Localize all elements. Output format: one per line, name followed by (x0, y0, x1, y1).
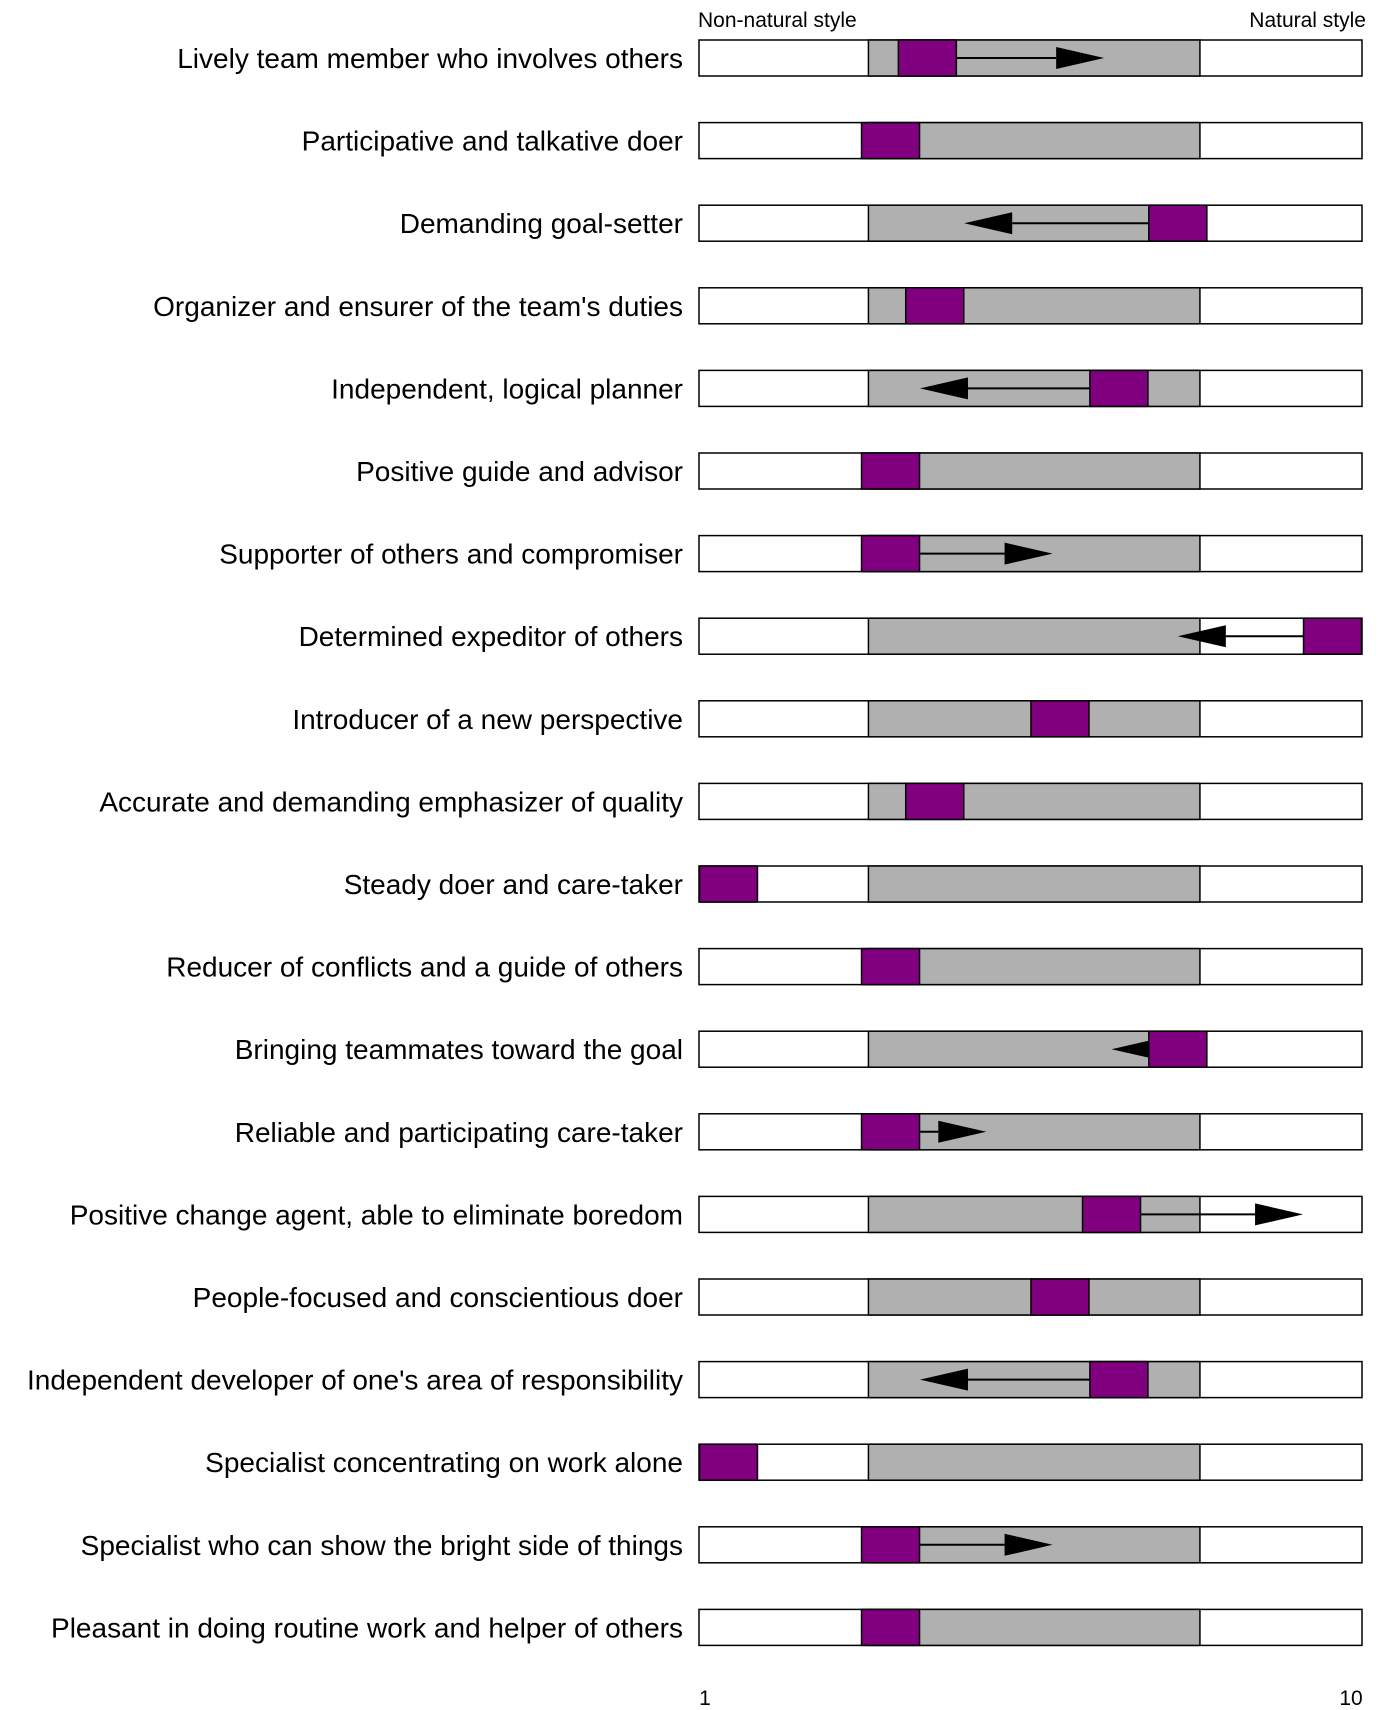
position-marker (860, 1113, 921, 1151)
shift-arrow-head (920, 1368, 968, 1391)
chart-row: Determined expeditor of others (299, 617, 1363, 655)
row-label: Specialist concentrating on work alone (205, 1447, 683, 1478)
position-marker (1089, 369, 1149, 408)
range-bar (867, 947, 1201, 986)
position-marker (698, 1443, 759, 1481)
row-label: People-focused and conscientious doer (193, 1282, 683, 1313)
position-marker (1148, 1030, 1208, 1068)
chart-row: Accurate and demanding emphasizer of qua… (99, 782, 1363, 821)
row-label: Supporter of others and compromiser (219, 539, 683, 570)
row-label: Positive change agent, able to eliminate… (70, 1199, 683, 1230)
position-marker (1030, 700, 1090, 738)
row-label: Independent, logical planner (331, 373, 683, 404)
row-label: Pleasant in doing routine work and helpe… (51, 1612, 683, 1643)
row-label: Reducer of conflicts and a guide of othe… (166, 952, 683, 983)
position-marker (860, 1526, 921, 1564)
position-marker (1148, 204, 1208, 242)
range-bar (867, 865, 1201, 903)
row-label: Determined expeditor of others (299, 621, 683, 652)
row-label: Participative and talkative doer (302, 126, 683, 157)
chart-row: Positive guide and advisor (356, 452, 1363, 490)
row-label: Lively team member who involves others (177, 43, 683, 74)
chart-row: Positive change agent, able to eliminate… (70, 1195, 1363, 1234)
chart-row: Organizer and ensurer of the team's duti… (153, 287, 1363, 325)
shift-arrow-head (964, 212, 1013, 235)
row-label: Reliable and participating care-taker (235, 1117, 683, 1148)
shift-arrow-head (1111, 1038, 1160, 1061)
x-tick-max: 10 (1339, 1687, 1362, 1710)
position-marker (897, 39, 958, 77)
non-natural-style-label: Non-natural style (698, 9, 857, 32)
shift-arrow-head (1004, 542, 1053, 565)
row-label: Introducer of a new perspective (292, 704, 683, 735)
position-marker (860, 947, 921, 986)
range-bar (867, 617, 1201, 655)
chart-row: Specialist who can show the bright side … (81, 1526, 1363, 1564)
position-marker (1089, 1360, 1149, 1399)
shift-arrow-head (1255, 1203, 1304, 1226)
chart-row: Pleasant in doing routine work and helpe… (51, 1608, 1363, 1647)
position-marker (1030, 1278, 1090, 1316)
chart-row: Independent developer of one's area of r… (27, 1360, 1363, 1399)
chart-row: Supporter of others and compromiser (219, 534, 1363, 573)
range-bar (867, 1608, 1201, 1647)
chart-row: People-focused and conscientious doer (193, 1278, 1363, 1316)
shift-arrow-head (1004, 1533, 1053, 1556)
shift-arrow-head (1056, 47, 1105, 69)
chart-rows: Lively team member who involves others Pa… (27, 39, 1363, 1647)
chart-row: Lively team member who involves others (177, 39, 1363, 77)
range-bar (867, 1443, 1201, 1481)
chart-row: Steady doer and care-taker (344, 865, 1363, 903)
chart-row: Introducer of a new perspective (292, 700, 1363, 738)
row-label: Positive guide and advisor (356, 456, 683, 487)
row-label: Specialist who can show the bright side … (81, 1530, 683, 1561)
chart-row: Bringing teammates toward the goal (235, 1030, 1363, 1068)
shift-arrow-head (920, 377, 968, 400)
row-label: Bringing teammates toward the goal (235, 1034, 683, 1065)
position-marker (904, 287, 965, 325)
range-bar (867, 452, 1201, 490)
chart-row: Demanding goal-setter (400, 204, 1363, 242)
shift-arrow-head (938, 1120, 987, 1143)
position-marker (860, 452, 921, 490)
chart-row: Independent, logical planner (331, 369, 1363, 408)
position-marker (904, 782, 965, 821)
x-tick-min: 1 (699, 1687, 711, 1710)
row-label: Accurate and demanding emphasizer of qua… (99, 786, 683, 817)
position-marker (698, 865, 759, 903)
position-marker (1081, 1195, 1142, 1234)
position-marker (860, 1608, 921, 1647)
chart-row: Reliable and participating care-taker (235, 1113, 1363, 1151)
chart-row: Participative and talkative doer (302, 121, 1363, 160)
row-label: Independent developer of one's area of r… (27, 1365, 683, 1396)
chart-row: Reducer of conflicts and a guide of othe… (166, 947, 1363, 986)
row-label: Demanding goal-setter (400, 208, 683, 239)
position-marker (860, 534, 921, 573)
natural-style-label: Natural style (1249, 9, 1366, 32)
chart-row: Specialist concentrating on work alone (205, 1443, 1363, 1481)
shift-arrow-head (1177, 625, 1226, 648)
position-marker (1302, 617, 1363, 655)
position-marker (860, 121, 921, 160)
row-label: Steady doer and care-taker (344, 869, 683, 900)
row-label: Organizer and ensurer of the team's duti… (153, 291, 683, 322)
